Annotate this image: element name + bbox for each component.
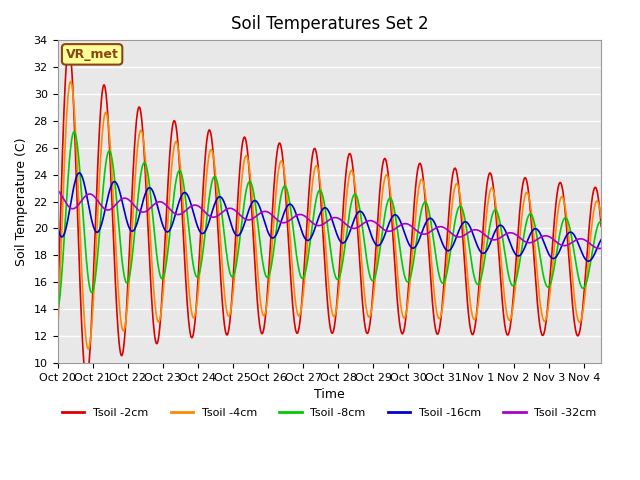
Line: Tsoil -16cm: Tsoil -16cm xyxy=(58,173,601,261)
Tsoil -8cm xyxy=(70,129,78,134)
Tsoil -2cm xyxy=(362,326,369,332)
Tsoil -4cm xyxy=(289,273,297,279)
Tsoil -16cm xyxy=(301,235,308,241)
Tsoil -16cm xyxy=(54,224,61,229)
Tsoil -8cm xyxy=(301,272,308,277)
Tsoil -4cm xyxy=(362,300,369,305)
Line: Tsoil -32cm: Tsoil -32cm xyxy=(58,190,601,249)
Y-axis label: Soil Temperature (C): Soil Temperature (C) xyxy=(15,137,28,266)
Line: Tsoil -4cm: Tsoil -4cm xyxy=(58,82,601,349)
Text: VR_met: VR_met xyxy=(66,48,118,61)
Tsoil -32cm xyxy=(593,245,600,251)
Tsoil -8cm xyxy=(362,246,369,252)
Tsoil -8cm xyxy=(289,223,296,228)
Tsoil -16cm xyxy=(289,204,296,209)
Tsoil -4cm xyxy=(483,210,491,216)
Tsoil -8cm xyxy=(593,226,601,231)
Tsoil -4cm xyxy=(67,79,74,84)
Tsoil -2cm xyxy=(316,183,324,189)
Tsoil -32cm xyxy=(596,246,604,252)
Tsoil -4cm xyxy=(316,177,324,183)
Tsoil -2cm xyxy=(65,44,72,49)
Tsoil -4cm xyxy=(597,215,605,221)
Tsoil -16cm xyxy=(316,212,323,218)
Tsoil -32cm xyxy=(289,215,296,221)
Tsoil -4cm xyxy=(593,198,601,204)
Tsoil -32cm xyxy=(54,187,61,193)
Tsoil -16cm xyxy=(584,258,592,264)
Tsoil -8cm xyxy=(316,187,323,193)
Legend: Tsoil -2cm, Tsoil -4cm, Tsoil -8cm, Tsoil -16cm, Tsoil -32cm: Tsoil -2cm, Tsoil -4cm, Tsoil -8cm, Tsoi… xyxy=(58,403,601,422)
Tsoil -32cm xyxy=(597,245,605,251)
Tsoil -2cm xyxy=(289,305,297,311)
Tsoil -8cm xyxy=(483,243,490,249)
Tsoil -2cm xyxy=(483,183,491,189)
Line: Tsoil -2cm: Tsoil -2cm xyxy=(58,47,601,379)
Tsoil -16cm xyxy=(593,245,601,251)
Tsoil -2cm xyxy=(301,253,308,259)
Tsoil -2cm xyxy=(54,312,61,318)
Tsoil -4cm xyxy=(54,334,61,339)
Tsoil -2cm xyxy=(83,376,90,382)
Tsoil -16cm xyxy=(76,170,83,176)
Tsoil -4cm xyxy=(84,346,92,352)
Tsoil -32cm xyxy=(316,223,323,228)
X-axis label: Time: Time xyxy=(314,388,345,401)
Tsoil -16cm xyxy=(597,237,605,242)
Tsoil -8cm xyxy=(597,219,605,225)
Tsoil -4cm xyxy=(301,273,308,279)
Tsoil -32cm xyxy=(483,233,490,239)
Line: Tsoil -8cm: Tsoil -8cm xyxy=(58,132,601,311)
Title: Soil Temperatures Set 2: Soil Temperatures Set 2 xyxy=(230,15,428,33)
Tsoil -2cm xyxy=(593,188,601,194)
Tsoil -16cm xyxy=(483,248,490,253)
Tsoil -32cm xyxy=(301,213,308,219)
Tsoil -32cm xyxy=(362,219,369,225)
Tsoil -16cm xyxy=(362,215,369,221)
Tsoil -2cm xyxy=(597,224,605,229)
Tsoil -8cm xyxy=(54,308,61,314)
